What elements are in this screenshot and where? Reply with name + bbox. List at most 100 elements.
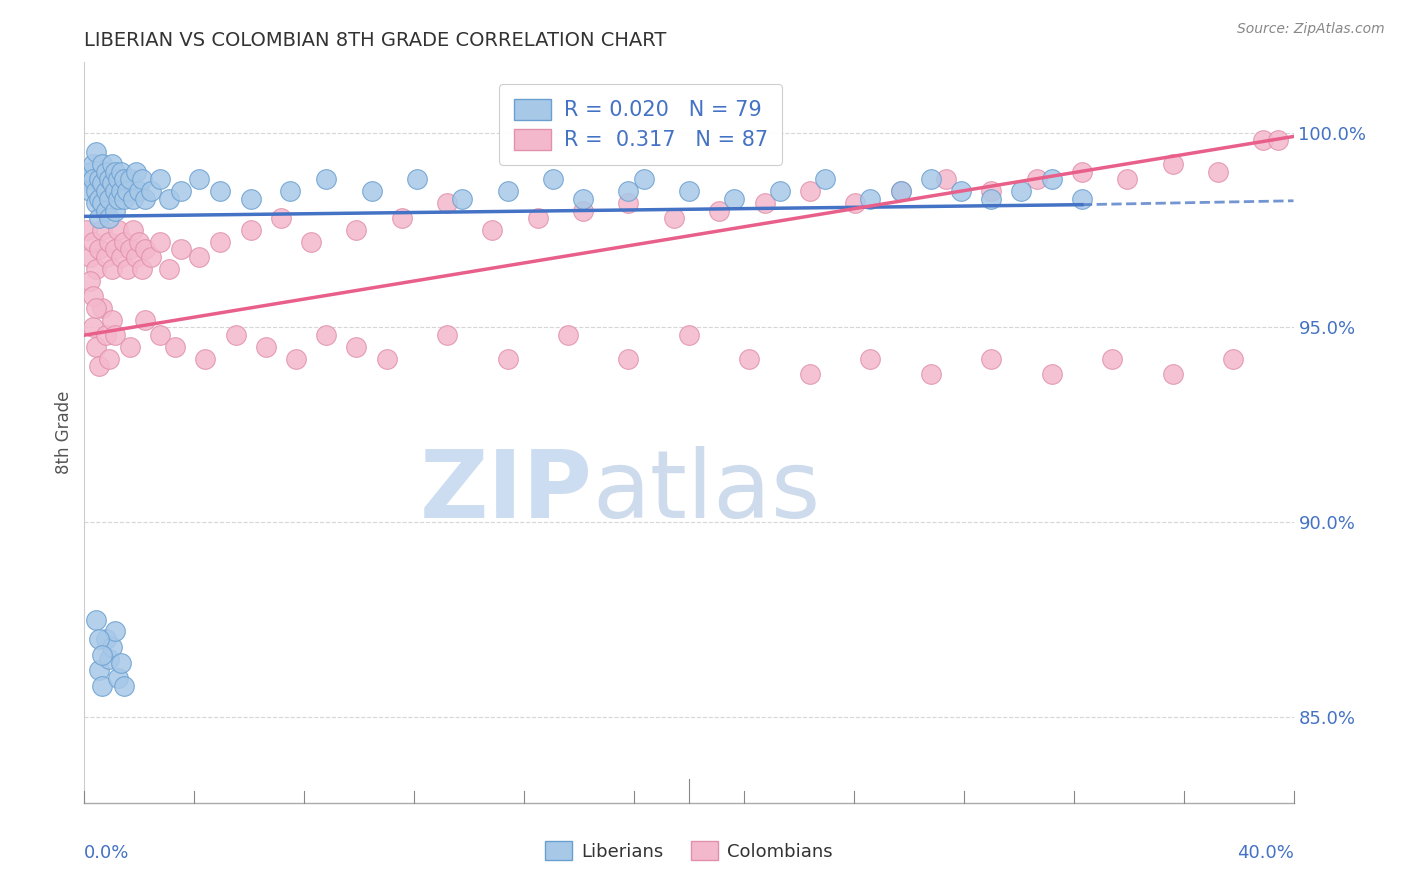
Point bbox=[920, 367, 942, 381]
Point bbox=[170, 184, 193, 198]
Text: atlas: atlas bbox=[592, 446, 821, 538]
Point bbox=[170, 243, 193, 257]
Point bbox=[299, 235, 322, 249]
Point bbox=[121, 223, 143, 237]
Point bbox=[86, 184, 108, 198]
Point bbox=[104, 328, 127, 343]
Point bbox=[1025, 172, 1047, 186]
Y-axis label: 8th Grade: 8th Grade bbox=[55, 391, 73, 475]
Point bbox=[104, 243, 127, 257]
Point bbox=[104, 203, 127, 218]
Point bbox=[134, 312, 156, 326]
Point bbox=[406, 172, 429, 186]
Point bbox=[315, 172, 337, 186]
Point bbox=[91, 176, 114, 190]
Point bbox=[1222, 351, 1244, 366]
Point bbox=[86, 262, 108, 277]
Point bbox=[134, 243, 156, 257]
Point bbox=[1071, 192, 1094, 206]
Point bbox=[91, 157, 114, 171]
Point bbox=[165, 340, 187, 354]
Point bbox=[278, 184, 301, 198]
Point bbox=[97, 192, 120, 206]
Point bbox=[100, 262, 122, 277]
Point bbox=[82, 289, 104, 303]
Point bbox=[131, 172, 153, 186]
Point bbox=[76, 172, 98, 186]
Point bbox=[110, 656, 132, 670]
Point bbox=[100, 157, 122, 171]
Point bbox=[315, 328, 337, 343]
Point bbox=[94, 184, 117, 198]
Point bbox=[1071, 164, 1094, 178]
Point bbox=[128, 235, 150, 249]
Point bbox=[91, 648, 114, 662]
Point bbox=[859, 192, 882, 206]
Point bbox=[451, 192, 474, 206]
Point bbox=[239, 192, 262, 206]
Point bbox=[481, 223, 503, 237]
Point bbox=[436, 328, 458, 343]
Point bbox=[436, 195, 458, 210]
Point bbox=[86, 145, 108, 159]
Point bbox=[115, 262, 138, 277]
Point bbox=[82, 157, 104, 171]
Point bbox=[617, 184, 640, 198]
Point bbox=[121, 192, 143, 206]
Point bbox=[94, 328, 117, 343]
Point bbox=[139, 250, 162, 264]
Point bbox=[89, 192, 111, 206]
Point bbox=[149, 328, 172, 343]
Point bbox=[149, 235, 172, 249]
Point bbox=[76, 223, 98, 237]
Point bbox=[97, 211, 120, 226]
Point bbox=[89, 243, 111, 257]
Point bbox=[79, 274, 101, 288]
Point bbox=[94, 632, 117, 647]
Point bbox=[859, 351, 882, 366]
Point bbox=[188, 172, 211, 186]
Point bbox=[1040, 367, 1063, 381]
Point bbox=[814, 172, 837, 186]
Point bbox=[496, 184, 519, 198]
Point bbox=[1253, 133, 1275, 147]
Point bbox=[754, 195, 776, 210]
Point bbox=[950, 184, 973, 198]
Point bbox=[496, 351, 519, 366]
Point bbox=[285, 351, 308, 366]
Point bbox=[157, 262, 180, 277]
Text: ZIP: ZIP bbox=[419, 446, 592, 538]
Point bbox=[89, 211, 111, 226]
Point bbox=[94, 203, 117, 218]
Point bbox=[94, 164, 117, 178]
Point bbox=[557, 328, 579, 343]
Point bbox=[86, 301, 108, 315]
Point bbox=[254, 340, 277, 354]
Point bbox=[82, 320, 104, 334]
Point bbox=[118, 340, 141, 354]
Point bbox=[110, 184, 132, 198]
Point bbox=[82, 235, 104, 249]
Point bbox=[104, 184, 127, 198]
Point bbox=[79, 250, 101, 264]
Point bbox=[980, 184, 1002, 198]
Point bbox=[82, 172, 104, 186]
Point bbox=[1040, 172, 1063, 186]
Point bbox=[115, 184, 138, 198]
Point bbox=[617, 195, 640, 210]
Point bbox=[1161, 157, 1184, 171]
Point bbox=[541, 172, 564, 186]
Point bbox=[107, 172, 129, 186]
Point bbox=[1206, 164, 1229, 178]
Point bbox=[110, 250, 132, 264]
Point bbox=[79, 164, 101, 178]
Point bbox=[104, 164, 127, 178]
Point bbox=[112, 679, 135, 693]
Point bbox=[157, 192, 180, 206]
Text: 40.0%: 40.0% bbox=[1237, 844, 1294, 862]
Text: 0.0%: 0.0% bbox=[84, 844, 129, 862]
Point bbox=[572, 192, 595, 206]
Point bbox=[935, 172, 957, 186]
Point bbox=[86, 195, 108, 210]
Point bbox=[1267, 133, 1289, 147]
